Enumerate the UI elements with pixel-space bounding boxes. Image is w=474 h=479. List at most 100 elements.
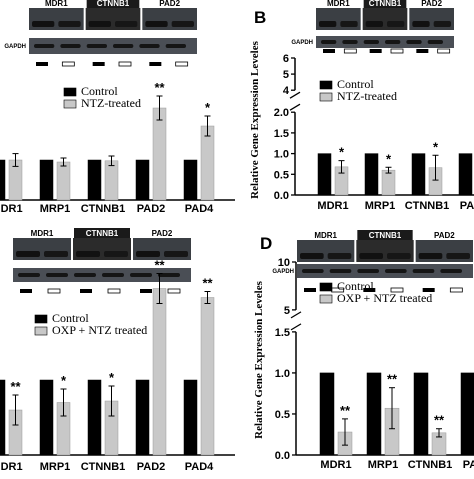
blot-band [76, 251, 100, 257]
blot-label: PAD2 [152, 229, 173, 238]
gapdh-band [427, 40, 443, 44]
bar [87, 159, 102, 201]
x-tick-label: CTNNB1 [408, 459, 453, 471]
treated-lane-mark [175, 61, 189, 67]
x-tick-label: CTNNB1 [81, 461, 126, 473]
x-tick-label: CTNNB1 [405, 200, 450, 212]
axis-break-mark [290, 323, 302, 331]
blot-label: MDR1 [31, 229, 54, 238]
blot-band [412, 21, 430, 27]
gapdh-band [139, 44, 160, 48]
blot-label-bg [74, 228, 130, 238]
blot-band [365, 21, 383, 27]
x-tick-label: PAD2 [137, 461, 166, 473]
y-tick-label: 0.0 [274, 190, 289, 202]
bar [458, 153, 473, 196]
gapdh-band [46, 273, 68, 277]
legend-label: Control [337, 77, 374, 91]
x-tick-label: PAD2 [463, 459, 474, 471]
legend-label: NTZ-treated [337, 89, 397, 103]
y-tick-label: 6 [283, 53, 289, 65]
bar [381, 169, 396, 196]
gapdh-label: GAPDH [272, 269, 294, 275]
legend-label: NTZ-treated [81, 96, 141, 110]
gapdh-band [385, 40, 401, 44]
y-tick-label: 1.0 [274, 149, 289, 161]
legend-swatch [63, 87, 77, 97]
y-tick-label: 1.5 [274, 128, 289, 140]
control-lane-mark [149, 62, 162, 66]
blot-band [145, 21, 168, 27]
blot-band [327, 253, 352, 259]
bar [183, 379, 198, 456]
blot-label: CTNNB1 [369, 0, 402, 8]
gapdh-band [113, 44, 134, 48]
x-tick-label: MRP1 [365, 200, 396, 212]
significance-mark: ** [202, 276, 213, 291]
y-tick-label: 5 [284, 305, 290, 317]
blot-label: CTNNB1 [369, 231, 402, 240]
gapdh-band [86, 44, 107, 48]
gapdh-band [302, 269, 324, 273]
significance-mark: * [339, 145, 345, 160]
gapdh-band [385, 269, 407, 273]
y-tick-label: 10 [278, 257, 290, 269]
x-tick-label: MDR1 [0, 461, 23, 473]
treated-lane-mark [47, 288, 61, 294]
legend-swatch [319, 80, 333, 90]
treated-lane-mark [107, 288, 121, 294]
blot-label-bg [298, 230, 354, 240]
bar [152, 107, 167, 201]
gapdh-band [130, 273, 152, 277]
gapdh-band [102, 273, 124, 277]
panel-d: MDR1 CTNNB1 PAD2 GAPDH D Relative Gene Expres… [253, 230, 474, 471]
gapdh-band [342, 40, 358, 44]
blot-label: PAD2 [159, 0, 180, 8]
control-lane-mark [323, 49, 335, 53]
bar [411, 153, 426, 196]
significance-mark: ** [10, 379, 21, 394]
y-tick-label: 0.5 [274, 169, 289, 181]
blot-band [418, 253, 443, 259]
axis-break-mark [289, 91, 301, 99]
bar [39, 159, 54, 201]
gapdh-band [34, 44, 55, 48]
control-lane-mark [369, 49, 382, 53]
x-tick-label: MRP1 [368, 459, 399, 471]
bar [135, 159, 150, 201]
x-tick-label: PAD2 [137, 203, 166, 215]
control-lane-mark [140, 289, 152, 293]
gapdh-band [321, 40, 337, 44]
blot-label: CTNNB1 [97, 0, 130, 8]
gapdh-band [357, 269, 379, 273]
treated-lane-mark [449, 287, 463, 293]
bar [364, 153, 379, 196]
gapdh-band [18, 273, 40, 277]
x-tick-label: CTNNB1 [81, 203, 126, 215]
blot-band [387, 21, 405, 27]
blot-label: PAD2 [421, 0, 442, 8]
control-lane-mark [36, 62, 48, 66]
bar [460, 372, 474, 456]
blot-band [88, 21, 111, 27]
blot-label-bg [317, 0, 360, 8]
x-tick-label: PAD4 [185, 461, 214, 473]
gapdh-band [406, 40, 422, 44]
treated-lane-mark [390, 287, 404, 293]
blot-label: MDR1 [314, 231, 337, 240]
x-tick-label: PAD4 [185, 203, 214, 215]
significance-mark: ** [340, 403, 351, 418]
bar [319, 372, 335, 456]
bar [152, 288, 167, 456]
gapdh-band [329, 269, 352, 273]
gapdh-band [363, 40, 379, 44]
legend-swatch [34, 314, 48, 324]
legend-label: OXP + NTZ treated [52, 323, 147, 337]
control-lane-mark [304, 288, 316, 292]
legend-swatch [319, 282, 333, 292]
bar [39, 379, 54, 456]
significance-mark: ** [434, 413, 445, 428]
significance-mark: * [109, 370, 115, 385]
blot-band [16, 251, 40, 257]
